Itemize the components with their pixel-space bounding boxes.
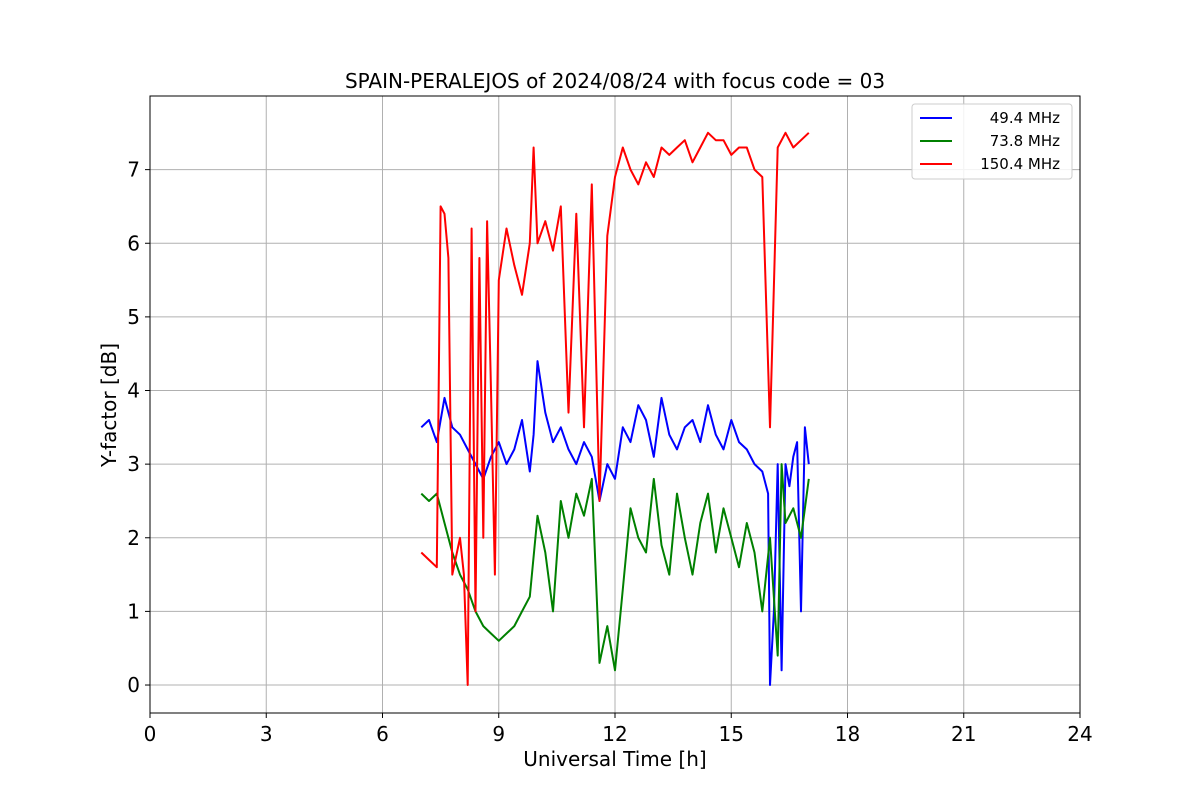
y-tick-label: 3: [127, 452, 140, 476]
x-tick-label: 15: [719, 722, 744, 746]
y-tick-label: 6: [127, 231, 140, 255]
x-tick-label: 0: [144, 722, 157, 746]
y-tick-label: 4: [127, 379, 140, 403]
series-line-0: [420, 360, 810, 686]
series-lines: [420, 131, 810, 686]
legend-label-1: 73.8 MHz: [990, 132, 1060, 150]
legend-box: [911, 103, 1073, 180]
x-axis: 0 3 6 9 12 15 18 21 24: [144, 713, 1093, 746]
y-tick-label: 1: [127, 599, 140, 623]
chart-title: SPAIN-PERALEJOS of 2024/08/24 with focus…: [345, 69, 885, 93]
legend-label-2: 150.4 MHz: [980, 155, 1060, 173]
x-tick-label: 21: [951, 722, 976, 746]
x-tick-label: 24: [1067, 722, 1092, 746]
x-tick-label: 12: [602, 722, 627, 746]
x-axis-label: Universal Time [h]: [523, 747, 706, 771]
series-line-2: [420, 131, 810, 686]
x-tick-label: 9: [492, 722, 505, 746]
y-tick-label: 7: [127, 158, 140, 182]
x-tick-label: 6: [376, 722, 389, 746]
y-axis-label: Y-factor [dB]: [97, 343, 121, 468]
x-tick-label: 3: [260, 722, 273, 746]
y-axis: 0 1 2 3 4 5 6 7: [127, 158, 150, 697]
plot-area: [149, 95, 1081, 714]
series-line-1: [420, 463, 810, 672]
legend: 49.4 MHz 73.8 MHz 150.4 MHz: [911, 103, 1073, 180]
y-tick-label: 0: [127, 673, 140, 697]
legend-label-0: 49.4 MHz: [990, 109, 1060, 127]
y-tick-label: 5: [127, 305, 140, 329]
y-tick-label: 2: [127, 526, 140, 550]
x-tick-label: 18: [835, 722, 860, 746]
